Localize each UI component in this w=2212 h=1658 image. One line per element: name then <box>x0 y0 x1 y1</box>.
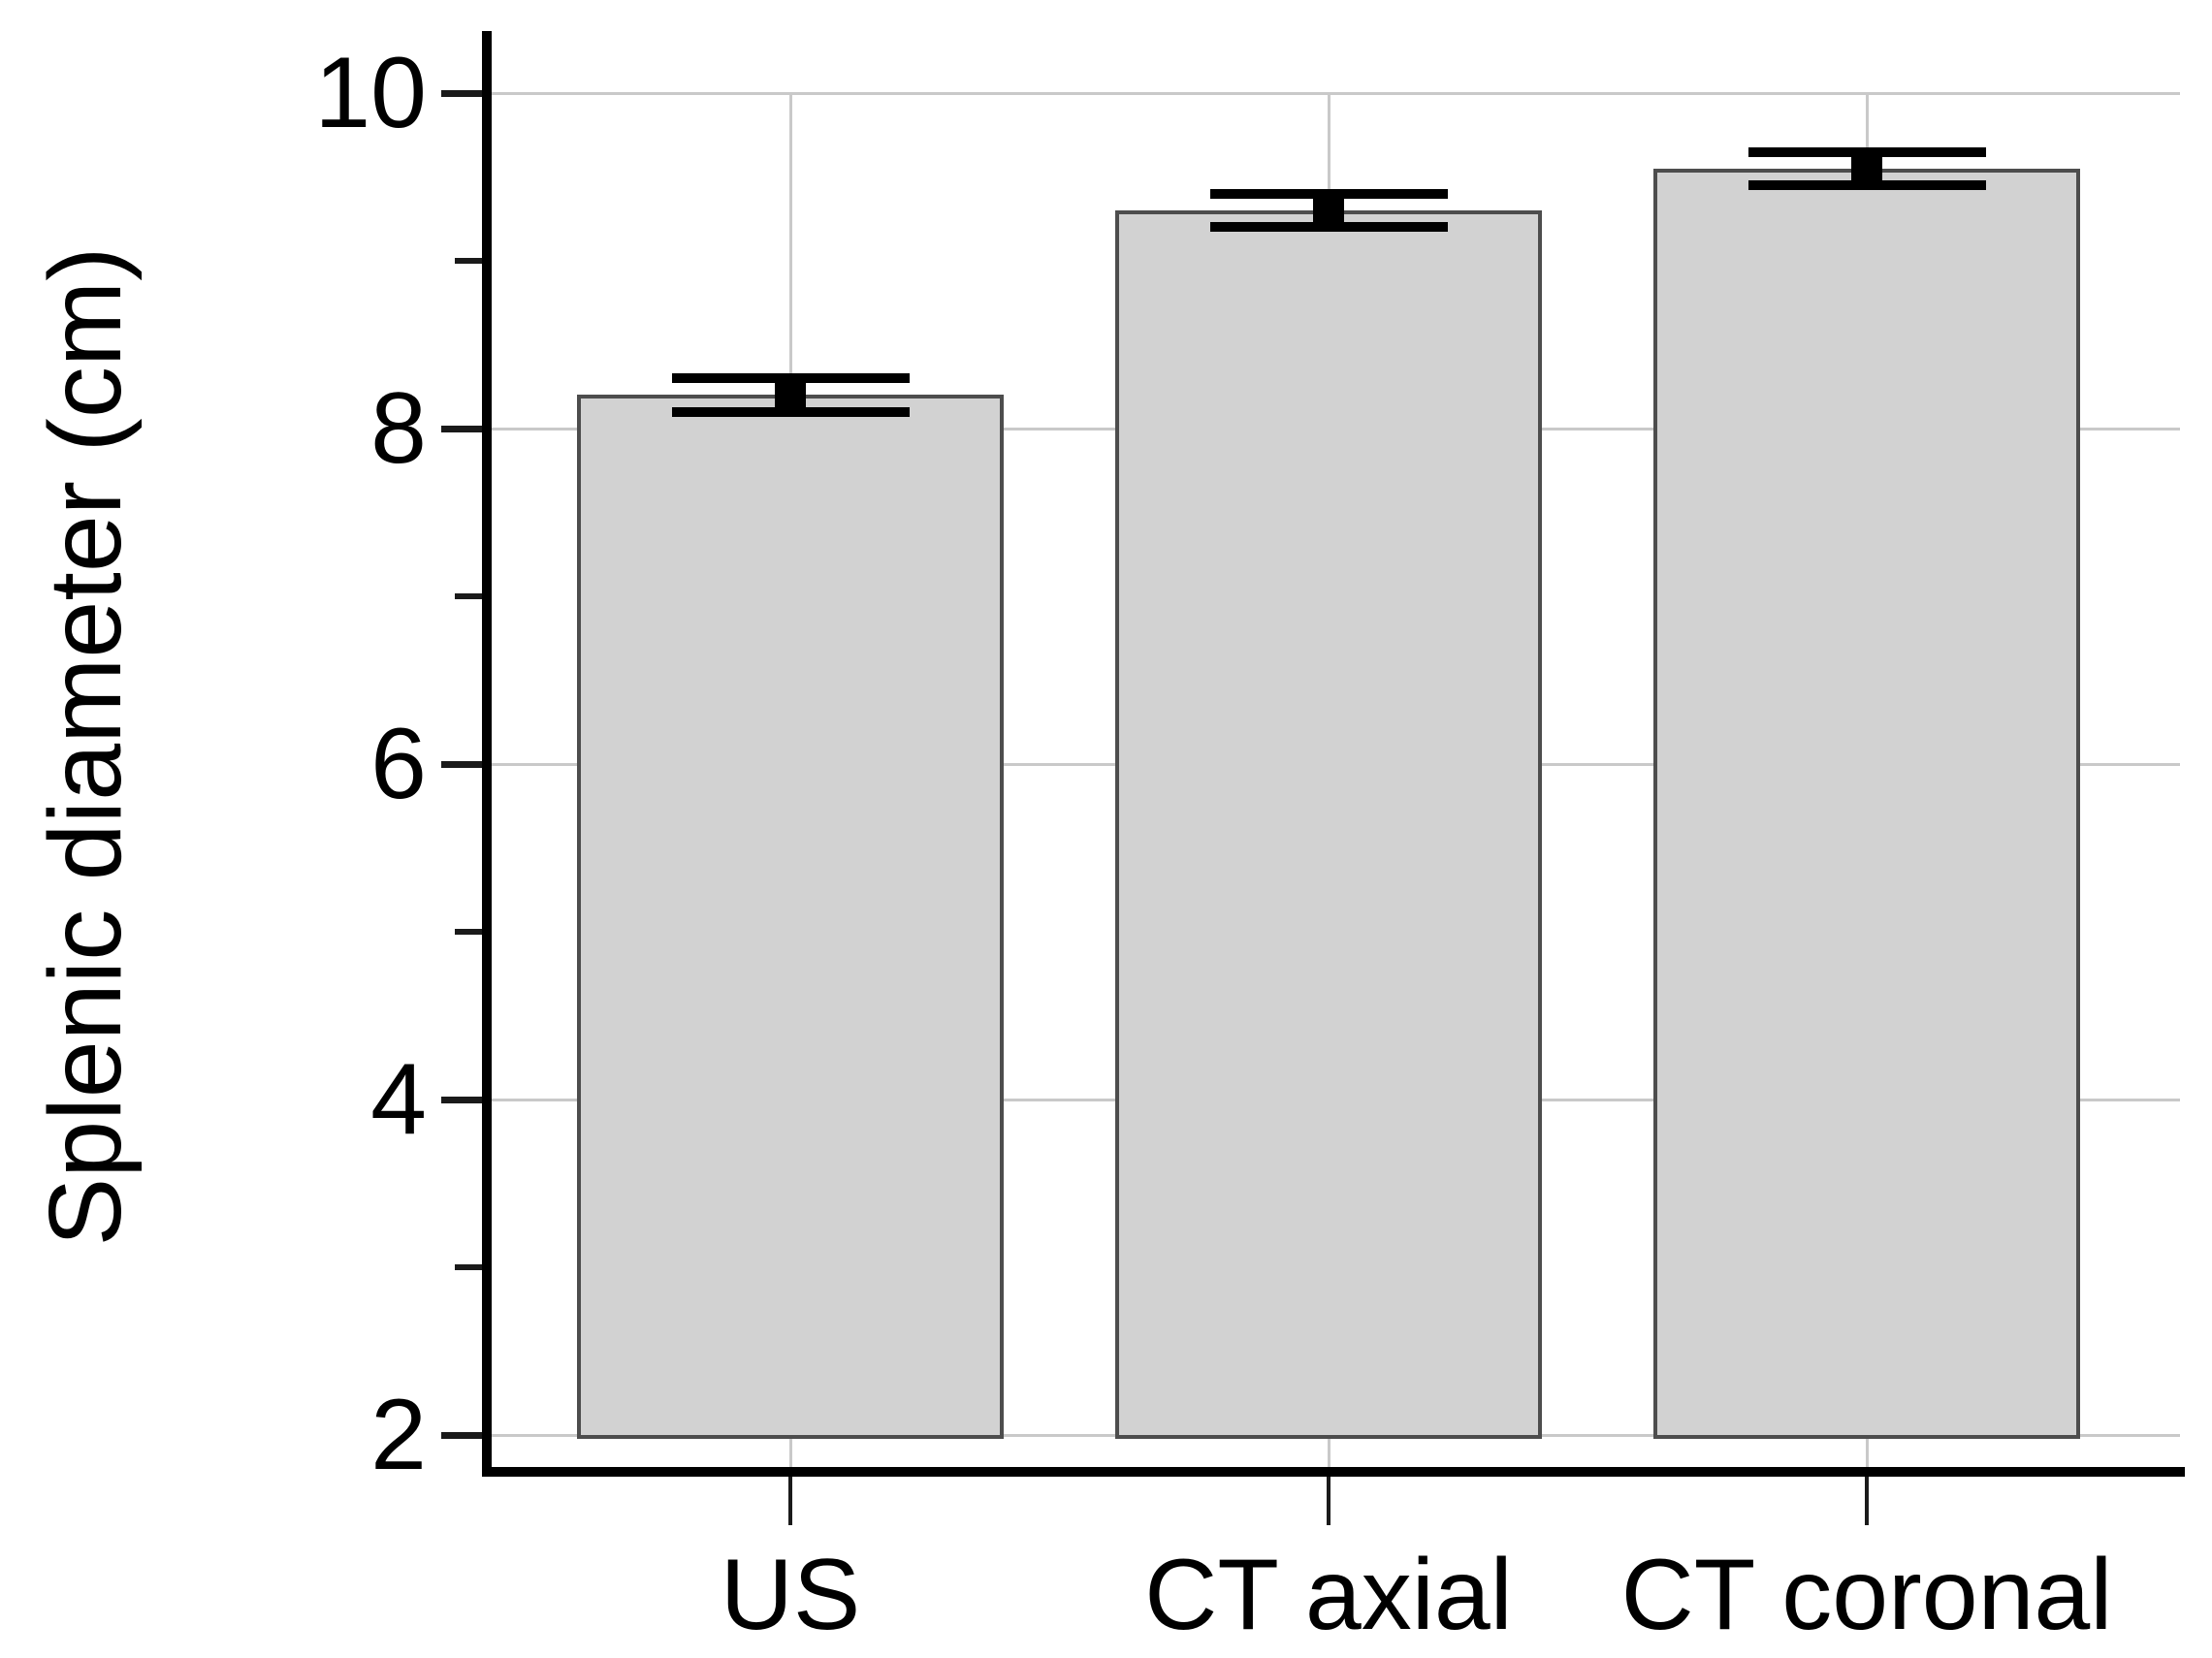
y-axis-tick-label-6: 6 <box>370 708 427 820</box>
x-axis-category-label-ct-axial: CT axial <box>1144 1539 1513 1651</box>
gridline-y-10 <box>492 92 2180 95</box>
bar-ct-coronal <box>1653 168 2080 1439</box>
x-axis-tick-ct-axial <box>1327 1477 1330 1525</box>
y-axis-minor-tick-7 <box>455 593 482 599</box>
mean-marker-ct-coronal <box>1851 146 1882 191</box>
x-axis-category-label-ct-coronal: CT coronal <box>1620 1539 2113 1651</box>
y-axis-major-tick-10 <box>441 90 482 97</box>
y-axis-minor-tick-5 <box>455 929 482 935</box>
y-axis-tick-label-4: 4 <box>370 1043 427 1156</box>
y-axis-line <box>482 31 492 1477</box>
x-axis-tick-ct-coronal <box>1865 1477 1869 1525</box>
y-axis-minor-tick-3 <box>455 1264 482 1270</box>
y-axis-tick-label-10: 10 <box>314 37 427 149</box>
mean-marker-ct-axial <box>1313 188 1344 233</box>
x-axis-category-label-us: US <box>720 1539 861 1651</box>
x-axis-tick-us <box>788 1477 792 1525</box>
y-axis-tick-label-8: 8 <box>370 372 427 485</box>
y-axis-major-tick-4 <box>441 1097 482 1103</box>
mean-marker-us <box>775 373 806 417</box>
bar-ct-axial <box>1115 210 1542 1439</box>
x-axis-line <box>482 1467 2185 1477</box>
y-axis-major-tick-6 <box>441 761 482 768</box>
y-axis-major-tick-2 <box>441 1432 482 1439</box>
bar-us <box>577 395 1004 1439</box>
y-axis-major-tick-8 <box>441 426 482 432</box>
y-axis-minor-tick-9 <box>455 258 482 264</box>
y-axis-tick-label-2: 2 <box>370 1379 427 1491</box>
